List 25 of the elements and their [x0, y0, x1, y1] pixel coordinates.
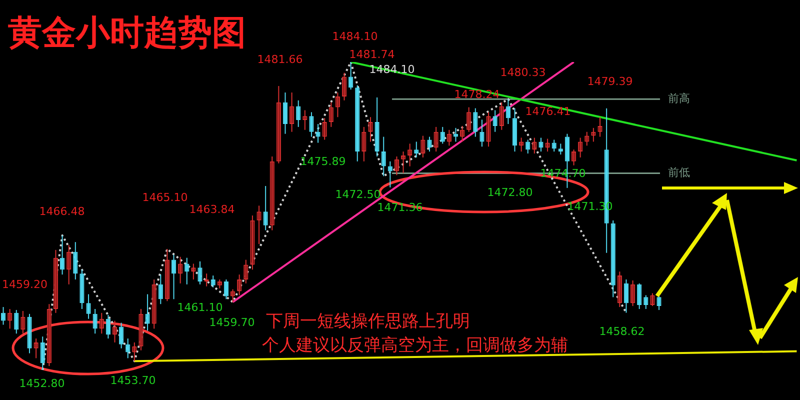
chart-title: 黄金小时趋势图 [8, 13, 246, 53]
annotation: 1479.39 [587, 74, 633, 88]
annotation: 个人建议以反弹高空为主，回调做多为辅 [262, 335, 568, 356]
annotation: 1459.70 [209, 316, 255, 329]
annotation: 下周一短线操作思路上孔明 [266, 311, 470, 332]
text: 1484.10 [332, 30, 378, 43]
annotation: 1480.33 [500, 66, 546, 79]
annotation: 1481.66 [257, 52, 303, 66]
annotation: 1461.10 [177, 300, 223, 314]
text: 1453.70 [110, 374, 156, 387]
annotation: 1458.62 [599, 324, 645, 338]
annotation: 1459.20 [2, 278, 48, 291]
annotation: 1463.84 [189, 202, 235, 216]
text: 1481.74 [349, 48, 395, 61]
ref-line-label: 前低 [668, 166, 690, 180]
annotation: 1472.80 [487, 186, 533, 199]
annotation: 1465.10 [142, 190, 188, 204]
text: 1452.80 [19, 376, 65, 390]
annotation: 1478.24 [454, 88, 500, 101]
annotation: 1472.50 [335, 188, 381, 201]
annotation: 1476.41 [525, 104, 571, 118]
annotation: 1466.48 [39, 204, 85, 218]
ref-line-label: 前高 [668, 92, 690, 105]
annotation: 1475.89 [300, 154, 346, 168]
annotation: 1471.36 [377, 200, 423, 214]
